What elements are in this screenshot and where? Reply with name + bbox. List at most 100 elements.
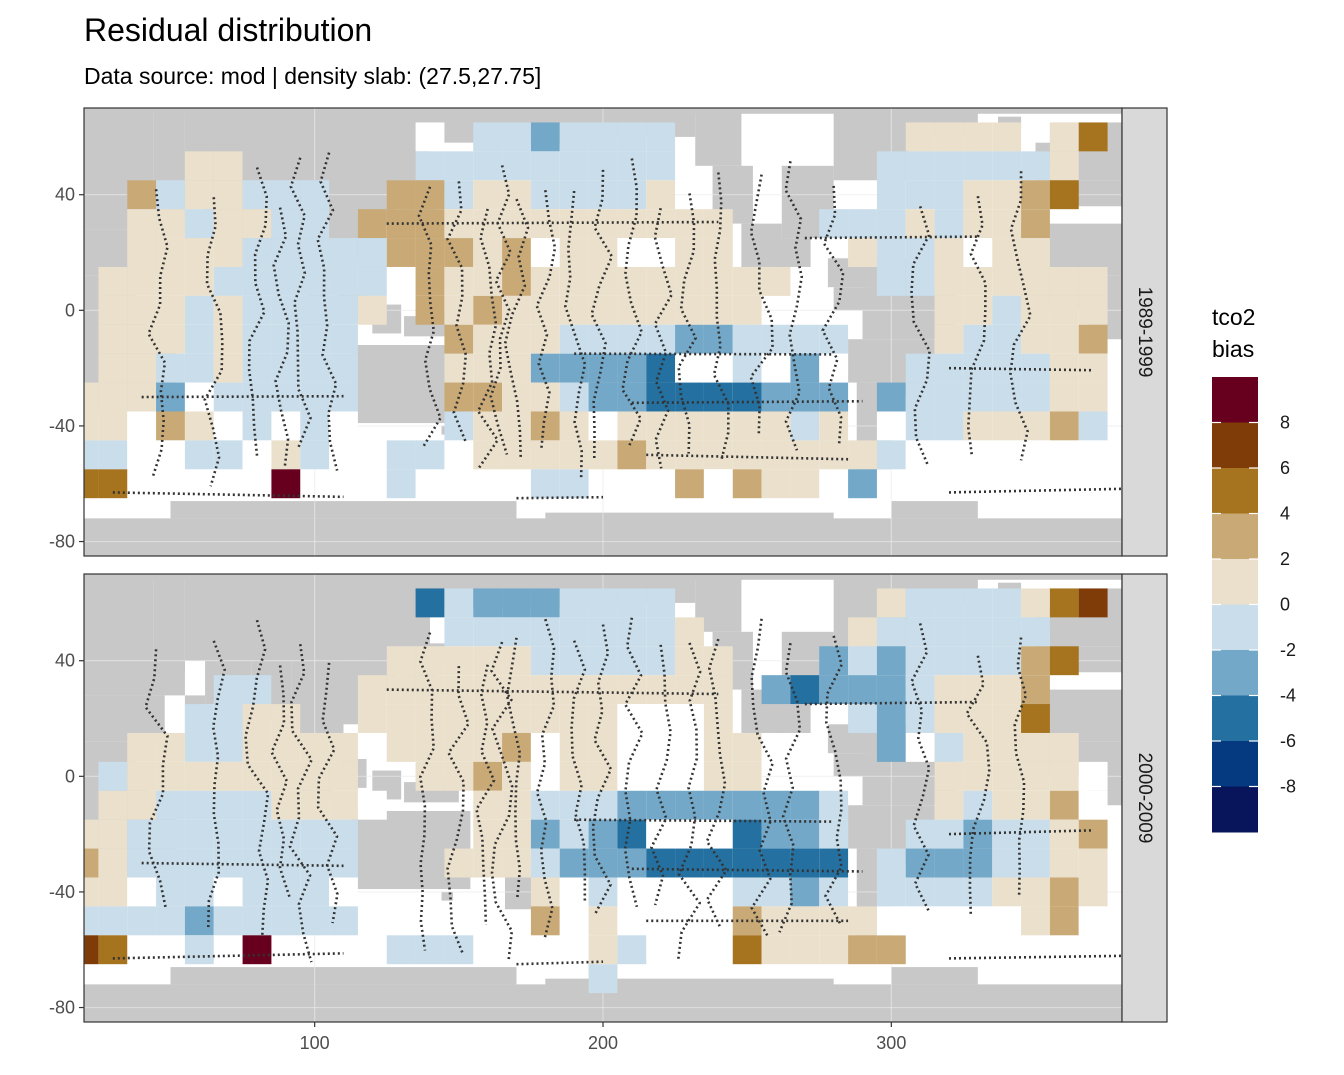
heat-cell [790, 877, 820, 907]
heat-cell [617, 295, 647, 325]
heat-cell [559, 906, 589, 936]
heat-cell [329, 819, 358, 849]
heat-cell [271, 906, 301, 936]
cruise-track [621, 158, 644, 449]
heat-cell [617, 819, 647, 849]
heat-cell [646, 151, 676, 181]
heat-cell [963, 151, 993, 181]
cruise-track [570, 640, 587, 901]
heat-cell [502, 848, 531, 878]
heat-cell [386, 209, 416, 239]
heat-cell [646, 848, 676, 878]
heat-cell [732, 877, 762, 907]
heat-cell [588, 266, 618, 296]
heat-cell [588, 440, 618, 470]
heat-cell [675, 761, 704, 791]
heat-cell [588, 790, 618, 820]
heat-cell [675, 790, 704, 820]
heat-cell [530, 469, 560, 499]
heat-cell [703, 440, 733, 470]
heat-cell [1021, 704, 1050, 733]
heat-cell [127, 877, 157, 907]
heat-cell [1021, 238, 1050, 267]
heat-cell [271, 266, 301, 296]
legend-swatch [1212, 422, 1258, 469]
cruise-track [270, 665, 291, 898]
heat-cell [329, 732, 358, 762]
cruise-track [417, 186, 442, 448]
cruise-track [289, 157, 312, 448]
heat-cell [646, 440, 676, 470]
heat-cell [559, 790, 589, 820]
heat-cell [675, 877, 704, 907]
cruise-track [804, 700, 978, 706]
heat-cell [819, 790, 849, 820]
heat-cell [156, 324, 185, 354]
y-tick-label: -40 [49, 416, 75, 436]
heat-cell [732, 935, 762, 965]
heat-cell [530, 790, 560, 820]
heat-cell [530, 238, 560, 267]
heat-cell [992, 295, 1022, 325]
heat-cell [1049, 440, 1079, 470]
heat-cell [127, 819, 157, 849]
heat-cell [271, 761, 301, 791]
heat-cell [559, 848, 589, 878]
heat-cell [271, 790, 301, 820]
heat-cell [963, 353, 993, 383]
heat-cell [530, 151, 560, 181]
land-mass [84, 574, 154, 661]
heat-cell [732, 266, 762, 296]
heat-cell [963, 588, 993, 618]
heat-cell [1021, 675, 1050, 705]
heat-cell [84, 819, 99, 849]
heat-cell [127, 180, 157, 210]
heat-cell [732, 848, 762, 878]
heat-cell [1021, 151, 1050, 181]
heat-cell [646, 790, 676, 820]
heat-cell [502, 617, 531, 647]
heat-cell [963, 819, 993, 849]
heat-cell [559, 180, 589, 210]
legend-label: -8 [1280, 777, 1296, 797]
heat-cell [732, 761, 762, 791]
heat-cell [559, 382, 589, 412]
heat-cell [184, 324, 214, 354]
heat-cell [184, 848, 214, 878]
cruise-track [141, 861, 344, 868]
heat-cell [184, 732, 214, 762]
cruise-track [712, 172, 730, 462]
heat-cell [819, 646, 849, 676]
heat-cell [1078, 819, 1108, 849]
heat-cell [761, 324, 791, 354]
heat-cell [963, 382, 993, 412]
heat-cell [473, 151, 503, 181]
heat-cell [963, 440, 993, 470]
heat-cell [992, 761, 1022, 791]
heat-cell [963, 732, 993, 762]
heat-cell [156, 877, 185, 907]
heat-cell [1021, 819, 1050, 849]
heat-cell [1021, 848, 1050, 878]
heat-cell [559, 440, 589, 470]
heat-cell [905, 411, 935, 441]
heat-cell [819, 877, 849, 907]
y-tick-label: 40 [55, 185, 75, 205]
heat-cell [357, 295, 387, 325]
heat-cell [1049, 732, 1079, 762]
cruise-track [778, 643, 802, 933]
y-tick-label: -80 [49, 998, 75, 1018]
heat-cell [848, 469, 877, 499]
heat-cell [905, 180, 935, 210]
heat-cell [790, 906, 820, 936]
heat-cell [848, 209, 877, 239]
heat-cell [963, 266, 993, 296]
heat-cell [473, 266, 503, 296]
heat-cell [444, 761, 474, 791]
heat-cell [242, 180, 272, 210]
heat-cell [386, 732, 416, 762]
heat-cell [242, 935, 272, 965]
heat-cell [329, 761, 358, 791]
heat-cell [473, 122, 503, 152]
